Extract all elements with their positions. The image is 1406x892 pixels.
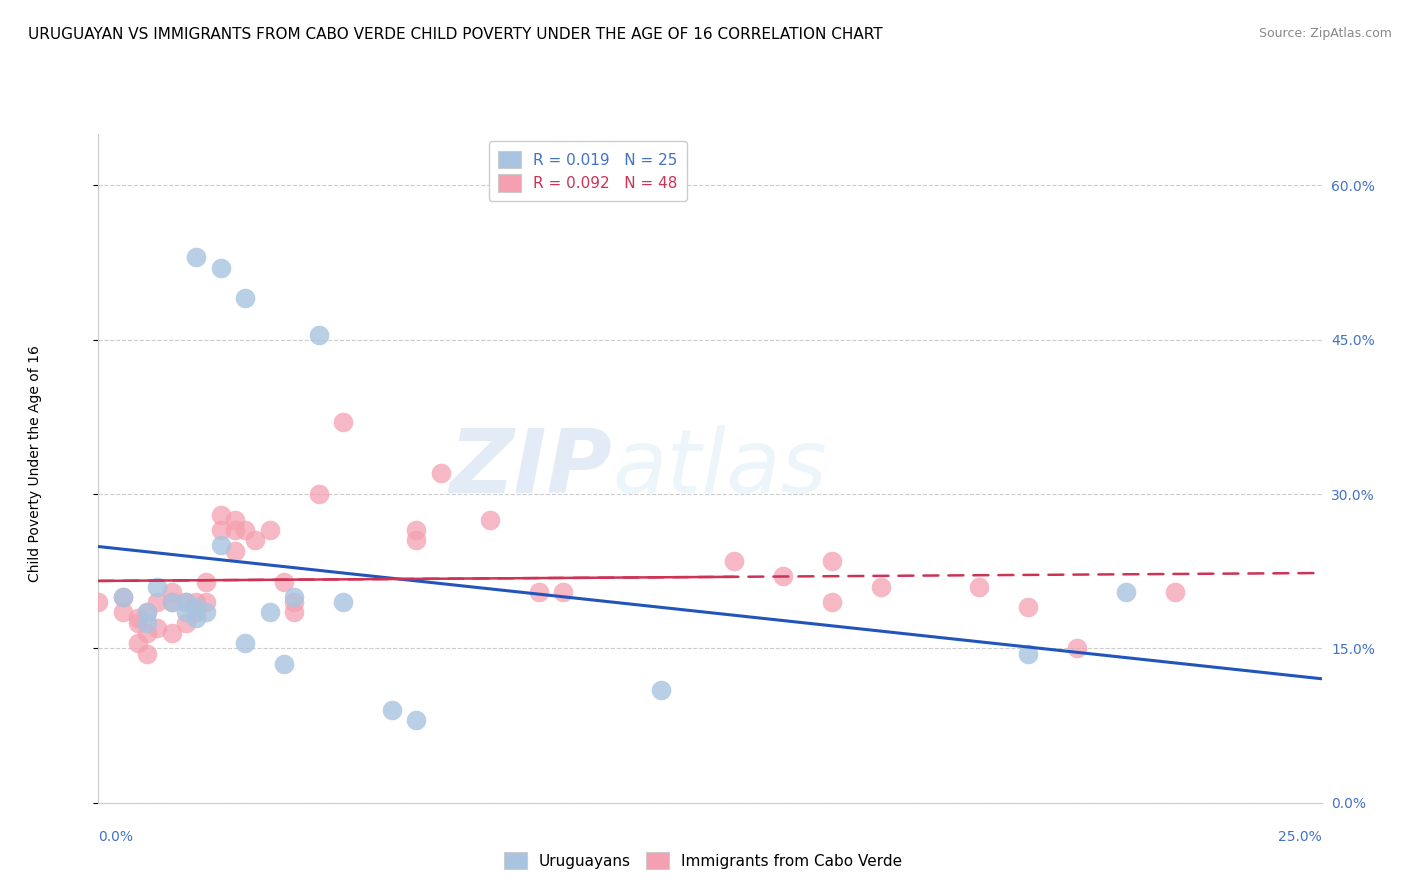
Point bbox=[233, 636, 256, 650]
Point bbox=[195, 574, 218, 589]
Point bbox=[650, 682, 672, 697]
Point bbox=[273, 574, 295, 589]
Point bbox=[243, 533, 266, 548]
Point bbox=[308, 327, 330, 342]
Point bbox=[186, 250, 208, 264]
Point bbox=[273, 657, 295, 671]
Point bbox=[553, 584, 575, 599]
Point bbox=[233, 292, 256, 306]
Point bbox=[87, 595, 110, 609]
Point bbox=[308, 487, 330, 501]
Text: ZIP: ZIP bbox=[450, 425, 612, 512]
Point bbox=[186, 606, 208, 620]
Point bbox=[111, 590, 134, 604]
Point bbox=[186, 600, 208, 615]
Point bbox=[259, 606, 281, 620]
Text: atlas: atlas bbox=[612, 425, 827, 511]
Point bbox=[127, 615, 149, 630]
Point bbox=[332, 595, 354, 609]
Point bbox=[967, 580, 990, 594]
Text: URUGUAYAN VS IMMIGRANTS FROM CABO VERDE CHILD POVERTY UNDER THE AGE OF 16 CORREL: URUGUAYAN VS IMMIGRANTS FROM CABO VERDE … bbox=[28, 27, 883, 42]
Point bbox=[224, 513, 246, 527]
Point bbox=[283, 606, 305, 620]
Point bbox=[430, 467, 453, 481]
Point bbox=[146, 580, 169, 594]
Point bbox=[224, 543, 246, 558]
Point bbox=[111, 590, 134, 604]
Point bbox=[160, 595, 183, 609]
Point bbox=[136, 615, 159, 630]
Point bbox=[176, 595, 198, 609]
Point bbox=[146, 621, 169, 635]
Text: Source: ZipAtlas.com: Source: ZipAtlas.com bbox=[1258, 27, 1392, 40]
Point bbox=[821, 554, 844, 568]
Point bbox=[136, 647, 159, 661]
Point bbox=[1066, 641, 1088, 656]
Point bbox=[160, 626, 183, 640]
Point bbox=[176, 606, 198, 620]
Point bbox=[332, 415, 354, 429]
Point bbox=[209, 260, 232, 275]
Point bbox=[870, 580, 893, 594]
Point bbox=[283, 590, 305, 604]
Point bbox=[821, 595, 844, 609]
Point bbox=[772, 569, 794, 583]
Point bbox=[136, 626, 159, 640]
Text: Child Poverty Under the Age of 16: Child Poverty Under the Age of 16 bbox=[28, 345, 42, 582]
Legend: R = 0.019   N = 25, R = 0.092   N = 48: R = 0.019 N = 25, R = 0.092 N = 48 bbox=[489, 142, 686, 202]
Point bbox=[186, 595, 208, 609]
Point bbox=[405, 533, 427, 548]
Text: 0.0%: 0.0% bbox=[98, 830, 134, 844]
Point bbox=[127, 636, 149, 650]
Point bbox=[527, 584, 550, 599]
Point bbox=[160, 584, 183, 599]
Point bbox=[1017, 600, 1039, 615]
Point bbox=[405, 523, 427, 537]
Point bbox=[146, 595, 169, 609]
Point bbox=[127, 610, 149, 624]
Point bbox=[723, 554, 745, 568]
Point bbox=[209, 523, 232, 537]
Point bbox=[209, 539, 232, 553]
Point bbox=[136, 606, 159, 620]
Point bbox=[136, 606, 159, 620]
Point bbox=[259, 523, 281, 537]
Point bbox=[405, 714, 427, 728]
Point bbox=[283, 595, 305, 609]
Point bbox=[1017, 647, 1039, 661]
Point bbox=[478, 513, 501, 527]
Point bbox=[195, 595, 218, 609]
Point bbox=[1115, 584, 1137, 599]
Point bbox=[233, 523, 256, 537]
Point bbox=[186, 610, 208, 624]
Point bbox=[111, 606, 134, 620]
Point bbox=[176, 615, 198, 630]
Point bbox=[209, 508, 232, 522]
Point bbox=[1164, 584, 1187, 599]
Point bbox=[381, 703, 404, 717]
Point bbox=[160, 595, 183, 609]
Point bbox=[176, 595, 198, 609]
Point bbox=[224, 523, 246, 537]
Point bbox=[195, 606, 218, 620]
Text: 25.0%: 25.0% bbox=[1278, 830, 1322, 844]
Legend: Uruguayans, Immigrants from Cabo Verde: Uruguayans, Immigrants from Cabo Verde bbox=[498, 846, 908, 875]
